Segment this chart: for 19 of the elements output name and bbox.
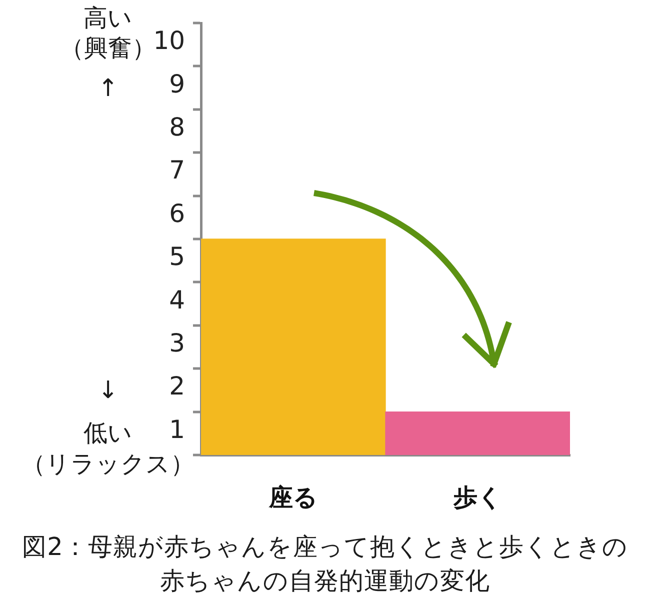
text: ↑ — [98, 74, 118, 102]
x-tick-label: 歩く — [452, 484, 502, 512]
text: （リラックス） — [22, 450, 194, 478]
text: （興奮） — [60, 34, 156, 62]
text: 低い — [84, 419, 132, 447]
y-tick-label: 2 — [169, 372, 185, 401]
y-tick-label: 10 — [153, 26, 185, 56]
text: ↓ — [98, 376, 118, 404]
y-tick-label: 7 — [169, 156, 185, 185]
y-tick-label: 4 — [169, 285, 185, 314]
text: 高い — [84, 4, 132, 32]
y-tick-label: 3 — [169, 328, 185, 358]
x-tick-label: 座る — [268, 484, 318, 512]
y-tick-label: 6 — [169, 198, 185, 228]
text: 図2：母親が赤ちゃんを座って抱くときと歩くときの赤ちゃんの自発的運動の変化 — [21, 531, 629, 597]
y-tick-label: 9 — [169, 69, 185, 98]
y-tick-label: 8 — [169, 112, 185, 142]
y-tick-label: 1 — [169, 414, 185, 444]
y-tick-label: 5 — [169, 242, 185, 272]
